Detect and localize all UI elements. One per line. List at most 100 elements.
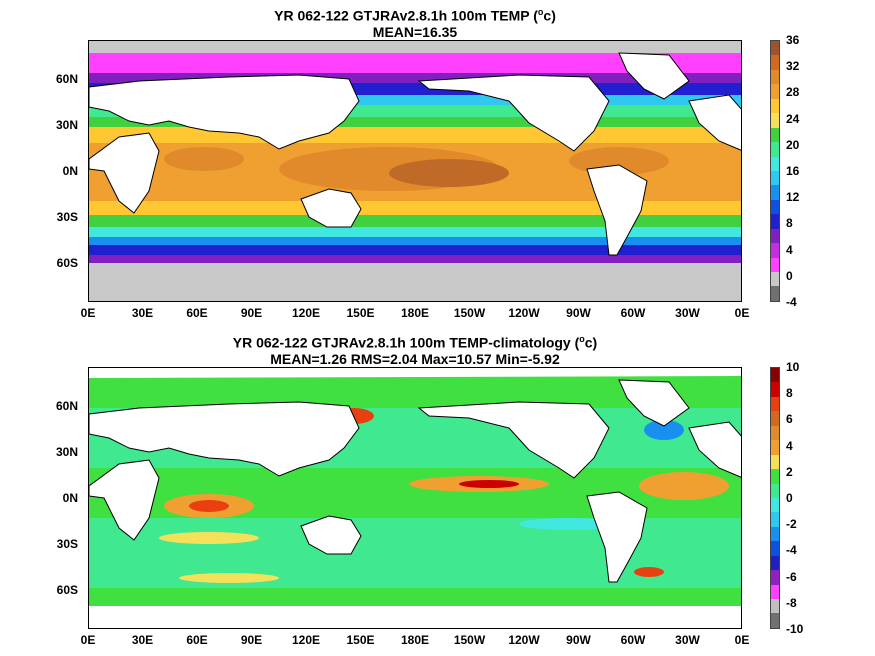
p1-xlabel: 150W: [453, 306, 486, 320]
colorbar-segment: [771, 170, 779, 186]
p1-xlabel: 60W: [620, 306, 646, 320]
p1-xlabel: 30E: [131, 306, 154, 320]
colorbar-tick-label: -2: [786, 517, 797, 532]
colorbar-tick-label: 4: [786, 242, 793, 257]
colorbar-tick-label: 0: [786, 491, 793, 505]
colorbar-segment: [771, 555, 779, 571]
panel1-title: YR 062-122 GTJRAv2.8.1h 100m TEMP (oc) M…: [274, 7, 556, 40]
colorbar-segment: [771, 243, 779, 258]
colorbar-segment: [771, 469, 779, 484]
colorbar-tick-label: 0: [786, 268, 793, 283]
colorbar-segment: [771, 613, 779, 628]
p1-ylabel-0n: 0N: [62, 164, 78, 178]
colorbar-segment: [771, 368, 779, 383]
colorbar-tick-label: 10: [786, 360, 800, 374]
p1-xlabel: 90W: [566, 306, 591, 320]
colorbar-tick-label: -10: [786, 622, 804, 636]
colorbar-tick-label: 12: [786, 190, 800, 205]
p2-ylabel-0n: 0N: [62, 491, 78, 505]
colorbar-segment: [771, 512, 779, 527]
p1-xlabel: 0E: [80, 306, 96, 320]
p1-xlabel: 90E: [240, 306, 263, 320]
colorbar-tick-label: -4: [786, 295, 797, 309]
p2-ylabel-60s: 60S: [56, 583, 78, 597]
p2-xlabel: 0E: [734, 633, 750, 647]
colorbar-segment: [771, 382, 779, 397]
colorbar-tick-label: 2: [786, 464, 793, 479]
colorbar-segment: [771, 272, 779, 287]
colorbar-segment: [771, 69, 779, 85]
colorbar-tick-label: 32: [786, 59, 800, 74]
colorbar-segment: [771, 142, 779, 157]
p1-xlabel: 150E: [346, 306, 375, 320]
p1-xlabel: 180E: [400, 306, 430, 320]
colorbar-segment: [771, 214, 779, 229]
colorbar-tick-label: 20: [786, 137, 800, 152]
colorbar-tick-label: 8: [786, 386, 793, 401]
p1-ylabel-60s: 60S: [56, 256, 78, 270]
colorbar-tick-label: 8: [786, 216, 793, 231]
p2-xlabel: 30W: [675, 633, 700, 647]
p1-ylabel-30s: 30S: [56, 210, 78, 224]
colorbar-tick-label: 4: [786, 438, 793, 453]
p1-xlabel: 30W: [675, 306, 700, 320]
colorbar-segment: [771, 599, 779, 614]
p2-xlabel: 0E: [80, 633, 96, 647]
colorbar-segment: [771, 541, 779, 556]
p2-xlabel: 120E: [291, 633, 321, 647]
p1-ylabel-60n: 60N: [55, 72, 78, 86]
p1-xlabel: 120E: [291, 306, 321, 320]
colorbar-segment: [771, 257, 779, 272]
colorbar-segment: [771, 570, 779, 585]
panel2-colorbar: [770, 367, 780, 629]
p2-ylabel-30n: 30N: [55, 445, 78, 459]
colorbar-segment: [771, 483, 779, 498]
p2-xlabel: 60E: [186, 633, 208, 647]
colorbar-segment: [771, 127, 779, 143]
colorbar-segment: [771, 454, 779, 470]
colorbar-segment: [771, 113, 779, 128]
colorbar-segment: [771, 497, 779, 513]
colorbar-segment: [771, 584, 779, 599]
p2-ylabel-60n: 60N: [55, 399, 78, 413]
colorbar-tick-label: 24: [786, 111, 800, 126]
p2-xlabel: 90E: [240, 633, 263, 647]
p2-xlabel: 180E: [400, 633, 430, 647]
colorbar-segment: [771, 440, 779, 455]
p2-xlabel: 60W: [620, 633, 646, 647]
p1-xlabel: 60E: [186, 306, 208, 320]
colorbar-tick-label: -8: [786, 595, 797, 610]
colorbar-tick-label: 28: [786, 85, 800, 100]
colorbar-segment: [771, 185, 779, 200]
colorbar-segment: [771, 84, 779, 99]
colorbar-segment: [771, 526, 779, 542]
colorbar-segment: [771, 199, 779, 215]
p2-xlabel: 30E: [131, 633, 154, 647]
colorbar-segment: [771, 425, 779, 441]
colorbar-segment: [771, 41, 779, 56]
p2-xlabel: 120W: [508, 633, 540, 647]
p1-xlabel: 120W: [508, 306, 540, 320]
colorbar-segment: [771, 396, 779, 412]
p2-xlabel: 150E: [346, 633, 375, 647]
panel2-title: YR 062-122 GTJRAv2.8.1h 100m TEMP-climat…: [232, 334, 598, 367]
colorbar-segment: [771, 98, 779, 114]
colorbar-segment: [771, 411, 779, 426]
p1-ylabel-30n: 30N: [55, 118, 78, 132]
colorbar-segment: [771, 286, 779, 301]
colorbar-tick-label: -6: [786, 569, 797, 584]
p2-xlabel: 90W: [566, 633, 591, 647]
panel1-colorbar: [770, 40, 780, 302]
panel1-map: [88, 40, 742, 302]
panel2-map: [88, 367, 742, 629]
p2-xlabel: 150W: [453, 633, 486, 647]
colorbar-tick-label: -4: [786, 543, 797, 558]
colorbar-tick-label: 36: [786, 33, 800, 47]
p2-ylabel-30s: 30S: [56, 537, 78, 551]
p1-xlabel: 0E: [734, 306, 750, 320]
colorbar-segment: [771, 228, 779, 244]
colorbar-segment: [771, 156, 779, 171]
colorbar-segment: [771, 55, 779, 70]
colorbar-tick-label: 6: [786, 412, 793, 427]
colorbar-tick-label: 16: [786, 164, 800, 178]
